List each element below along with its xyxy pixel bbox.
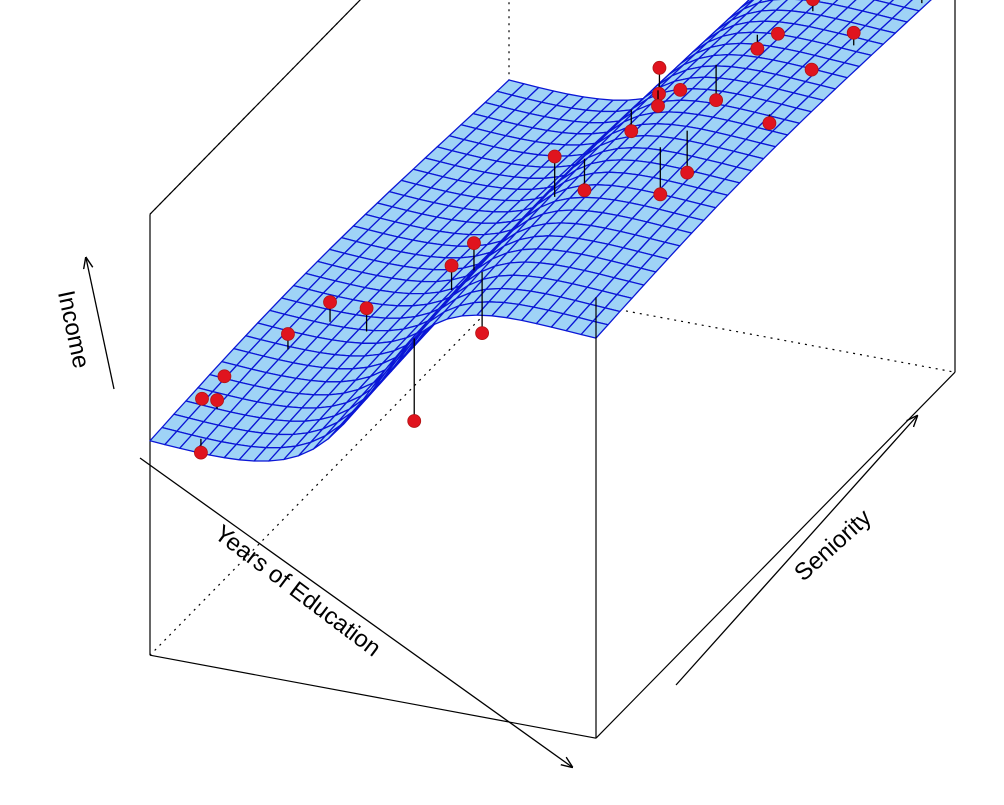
z-axis-label: Income — [52, 288, 95, 371]
data-point — [673, 83, 688, 97]
data-point — [195, 391, 209, 406]
data-point — [771, 26, 785, 41]
hidden-edge-2 — [508, 288, 956, 373]
hidden-edge-1 — [149, 288, 510, 656]
data-point — [680, 165, 695, 180]
data-point — [210, 393, 225, 408]
data-point — [217, 369, 232, 384]
data-point — [407, 414, 422, 428]
plot-box-front-edges — [149, 297, 956, 739]
front-edge-0 — [149, 654, 597, 739]
plot-box-back-edges — [149, 0, 956, 656]
front-edge-1 — [595, 371, 956, 739]
data-point — [846, 25, 861, 40]
data-point — [281, 327, 295, 341]
data-point — [467, 236, 481, 251]
data-point — [359, 301, 374, 316]
data-point — [323, 295, 337, 310]
data-point — [762, 116, 777, 130]
x-axis-label: Years of Education — [209, 520, 385, 662]
data-point — [709, 93, 724, 108]
data-point — [653, 187, 668, 202]
data-point — [547, 149, 562, 164]
data-point — [804, 62, 819, 77]
data-point — [624, 124, 639, 139]
z-axis-arrow — [86, 258, 115, 390]
data-point — [651, 99, 665, 113]
regression-surface — [149, 0, 932, 462]
back-edge-0 — [149, 0, 361, 215]
data-point — [805, 0, 820, 7]
data-point — [475, 326, 490, 341]
data-point — [652, 86, 666, 101]
axis-arrows — [86, 258, 917, 767]
data-point — [577, 183, 592, 198]
data-point — [194, 445, 208, 460]
data-point — [444, 258, 459, 273]
y-axis-arrow — [675, 416, 917, 686]
observation-points — [194, 0, 923, 460]
x-axis-arrow — [139, 457, 572, 767]
y-axis-label: Seniority — [789, 504, 876, 587]
data-point — [652, 60, 667, 75]
data-point — [750, 41, 765, 56]
surface-cell — [580, 320, 609, 339]
